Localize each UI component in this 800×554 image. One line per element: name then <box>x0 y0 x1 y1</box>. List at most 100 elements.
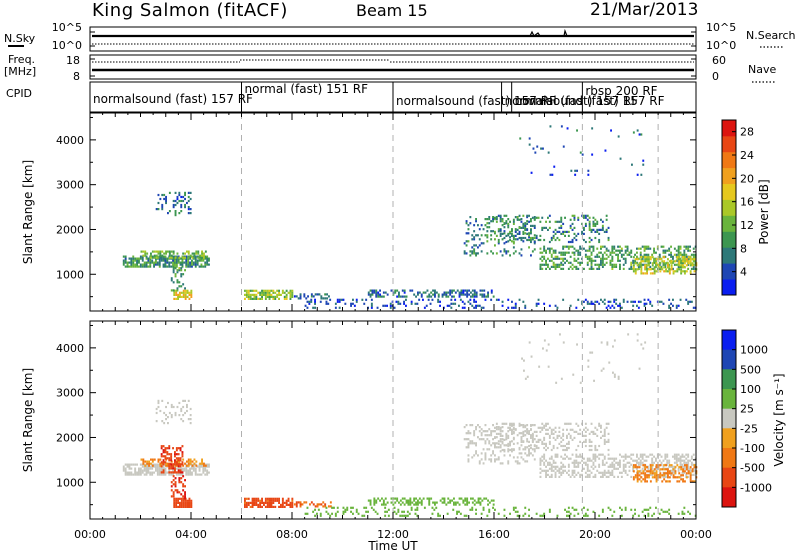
scatter-cell <box>624 465 627 468</box>
scatter-cell <box>524 226 527 229</box>
scatter-cell <box>674 466 677 469</box>
scatter-cell <box>179 501 181 504</box>
scatter-cell <box>434 503 436 506</box>
scatter-cell <box>201 250 203 253</box>
scatter-cell <box>592 467 595 470</box>
scatter-cell <box>437 298 440 301</box>
scatter-cell <box>520 432 523 435</box>
scatter-cell <box>653 468 656 471</box>
scatter-cell <box>482 242 485 245</box>
scatter-cell <box>180 499 183 502</box>
scatter-cell <box>594 255 597 258</box>
scatter-cell <box>177 467 180 470</box>
scatter-cell <box>403 291 406 294</box>
scatter-cell <box>677 453 680 456</box>
scatter-cell <box>516 456 519 459</box>
scatter-cell <box>626 300 629 303</box>
scatter-cell <box>187 471 190 474</box>
scatter-cell <box>590 238 593 242</box>
scatter-cell <box>516 216 519 219</box>
scatter-cell <box>178 401 181 405</box>
scatter-cell <box>680 466 683 469</box>
scatter-cell <box>126 265 129 268</box>
scatter-cell <box>182 485 185 488</box>
scatter-cell <box>503 214 506 217</box>
scatter-cell <box>552 428 555 431</box>
scatter-cell <box>176 201 179 205</box>
scatter-cell <box>594 457 597 460</box>
scatter-cell <box>600 424 602 427</box>
small-panel-ticks <box>90 31 696 77</box>
scatter-cell <box>164 263 167 266</box>
scatter-cell <box>679 455 682 458</box>
scatter-cell <box>531 216 534 219</box>
scatter-cell <box>361 514 364 517</box>
scatter-cell <box>575 306 578 309</box>
scatter-cell <box>475 291 478 294</box>
scatter-cell <box>545 475 547 478</box>
scatter-cell <box>524 306 527 309</box>
scatter-cell <box>554 255 557 258</box>
scatter-cell <box>609 457 612 460</box>
scatter-cell <box>569 428 572 431</box>
scatter-cell <box>266 291 269 294</box>
scatter-cell <box>622 257 625 260</box>
scatter-cell <box>651 453 654 456</box>
scatter-cell <box>581 153 584 156</box>
scatter-cell <box>609 261 612 264</box>
scatter-cell <box>687 260 690 263</box>
colorbar-tick-label: 4 <box>740 266 747 279</box>
scatter-cell <box>569 434 572 437</box>
scatter-cell <box>261 293 263 296</box>
scatter-cell <box>384 497 387 500</box>
scatter-cell <box>548 259 551 262</box>
scatter-cell <box>373 497 376 500</box>
scatter-cell <box>146 460 149 463</box>
scatter-cell <box>428 499 431 502</box>
scatter-cell <box>548 426 551 429</box>
y-tick-label: 1000 <box>56 268 84 281</box>
scatter-cell <box>204 261 207 264</box>
scatter-cell <box>266 295 269 298</box>
scatter-cell <box>541 251 544 254</box>
scatter-cell <box>357 512 360 515</box>
scatter-cell <box>644 464 647 467</box>
scatter-cell <box>182 293 185 296</box>
scatter-cell <box>554 304 557 307</box>
scatter-cell <box>667 258 669 261</box>
scatter-cell <box>632 467 635 470</box>
scatter-cell <box>257 291 260 294</box>
nsky-tick-bottom: 10^0 <box>52 39 82 52</box>
scatter-cell <box>533 242 536 245</box>
scatter-cell <box>670 264 673 267</box>
scatter-cell <box>177 501 179 504</box>
scatter-cell <box>598 465 601 468</box>
scatter-cell <box>128 463 131 466</box>
scatter-cell <box>663 468 666 471</box>
scatter-cell <box>184 295 187 298</box>
scatter-cell <box>375 501 378 504</box>
scatter-cell <box>181 473 184 476</box>
scatter-cell <box>172 447 174 450</box>
scatter-cell <box>141 471 144 474</box>
scatter-cell <box>188 501 191 504</box>
scatter-cell <box>622 469 625 472</box>
scatter-cell <box>661 268 664 271</box>
scatter-cell <box>484 234 487 237</box>
scatter-cell <box>505 220 508 223</box>
scatter-cell <box>641 455 644 458</box>
scatter-cell <box>545 251 547 254</box>
scatter-cell <box>122 261 125 264</box>
scatter-cell <box>189 462 192 465</box>
scatter-cell <box>584 471 587 474</box>
scatter-cell <box>689 472 692 475</box>
scatter-cell <box>579 473 582 476</box>
scatter-cell <box>687 267 690 270</box>
scatter-cell <box>375 293 378 296</box>
scatter-cell <box>168 469 171 472</box>
scatter-cell <box>463 306 466 309</box>
scatter-cell <box>503 448 506 452</box>
scatter-cell <box>274 297 277 300</box>
colorbar-tick-label: 20 <box>740 172 754 185</box>
scatter-cell <box>130 259 133 262</box>
